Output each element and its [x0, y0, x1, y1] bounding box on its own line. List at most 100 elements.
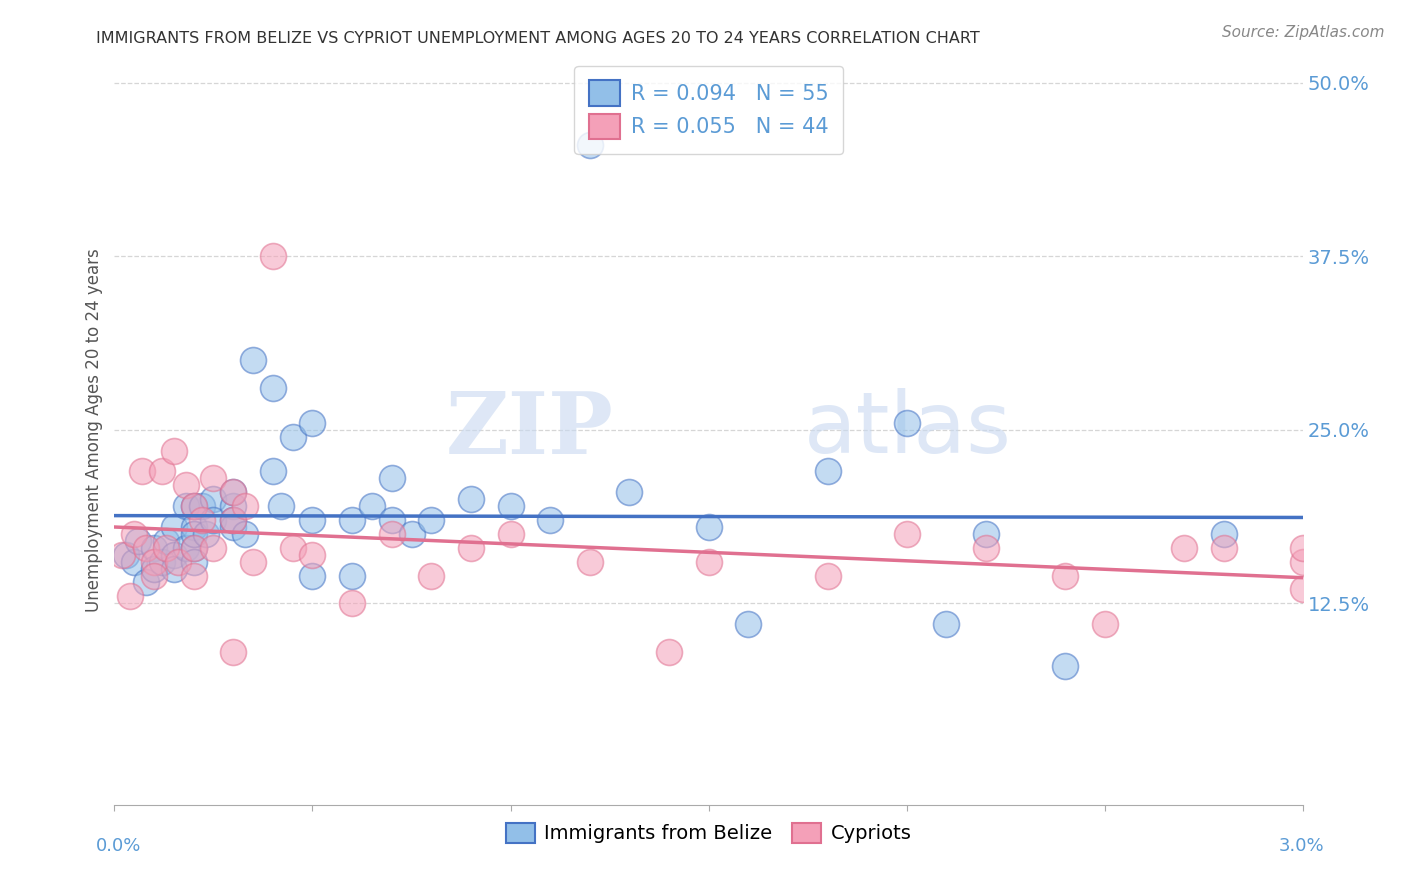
Point [499, 527, 522, 541]
Text: 3.0%: 3.0% [1279, 837, 1324, 855]
Point [222, 513, 245, 527]
Text: atlas: atlas [804, 388, 1012, 471]
Point [1212, 541, 1234, 555]
Point [183, 568, 205, 582]
Point [143, 561, 166, 575]
Point [578, 138, 600, 153]
Point [174, 478, 197, 492]
Point [1212, 527, 1234, 541]
Point [163, 548, 186, 562]
Point [127, 533, 149, 548]
Point [697, 555, 720, 569]
Point [1292, 541, 1315, 555]
Point [697, 520, 720, 534]
Text: 0.0%: 0.0% [96, 837, 141, 855]
Point [242, 555, 264, 569]
Point [896, 527, 918, 541]
Point [460, 541, 482, 555]
Point [381, 471, 404, 485]
Point [301, 548, 323, 562]
Point [122, 527, 145, 541]
Point [578, 555, 600, 569]
Point [122, 555, 145, 569]
Point [817, 568, 839, 582]
Point [155, 533, 177, 548]
Point [202, 541, 225, 555]
Point [281, 541, 304, 555]
Point [262, 465, 284, 479]
Point [135, 541, 157, 555]
Point [202, 513, 225, 527]
Point [401, 527, 423, 541]
Point [340, 513, 363, 527]
Point [163, 520, 186, 534]
Point [301, 568, 323, 582]
Point [301, 513, 323, 527]
Point [1054, 658, 1077, 673]
Point [120, 590, 142, 604]
Point [1094, 617, 1116, 632]
Point [131, 465, 153, 479]
Point [420, 513, 443, 527]
Point [1173, 541, 1195, 555]
Point [262, 381, 284, 395]
Point [135, 575, 157, 590]
Point [194, 527, 217, 541]
Point [974, 527, 997, 541]
Point [183, 499, 205, 513]
Text: ZIP: ZIP [446, 388, 613, 472]
Point [143, 555, 166, 569]
Point [233, 499, 256, 513]
Point [115, 548, 138, 562]
Point [222, 485, 245, 500]
Point [222, 520, 245, 534]
Point [538, 513, 561, 527]
Point [499, 499, 522, 513]
Point [817, 465, 839, 479]
Point [242, 353, 264, 368]
Point [222, 485, 245, 500]
Point [301, 416, 323, 430]
Point [222, 513, 245, 527]
Point [262, 249, 284, 263]
Legend: R = 0.094   N = 55, R = 0.055   N = 44: R = 0.094 N = 55, R = 0.055 N = 44 [575, 65, 844, 154]
Point [190, 513, 212, 527]
Point [1292, 555, 1315, 569]
Point [935, 617, 957, 632]
Point [619, 485, 641, 500]
Point [381, 513, 404, 527]
Point [420, 568, 443, 582]
Point [183, 527, 205, 541]
Point [658, 645, 681, 659]
Point [460, 492, 482, 507]
Point [381, 527, 404, 541]
Point [202, 471, 225, 485]
Point [340, 596, 363, 610]
Point [111, 548, 134, 562]
Y-axis label: Unemployment Among Ages 20 to 24 years: Unemployment Among Ages 20 to 24 years [86, 248, 103, 612]
Point [222, 499, 245, 513]
Point [163, 561, 186, 575]
Point [896, 416, 918, 430]
Point [233, 527, 256, 541]
Point [974, 541, 997, 555]
Point [183, 541, 205, 555]
Point [143, 541, 166, 555]
Point [183, 499, 205, 513]
Point [1292, 582, 1315, 597]
Point [361, 499, 384, 513]
Point [150, 555, 173, 569]
Point [163, 443, 186, 458]
Point [270, 499, 292, 513]
Text: IMMIGRANTS FROM BELIZE VS CYPRIOT UNEMPLOYMENT AMONG AGES 20 TO 24 YEARS CORRELA: IMMIGRANTS FROM BELIZE VS CYPRIOT UNEMPL… [96, 31, 980, 46]
Point [174, 499, 197, 513]
Point [1054, 568, 1077, 582]
Point [737, 617, 759, 632]
Point [166, 555, 188, 569]
Point [150, 465, 173, 479]
Point [202, 492, 225, 507]
Point [222, 645, 245, 659]
Point [174, 541, 197, 555]
Point [190, 499, 212, 513]
Point [183, 541, 205, 555]
